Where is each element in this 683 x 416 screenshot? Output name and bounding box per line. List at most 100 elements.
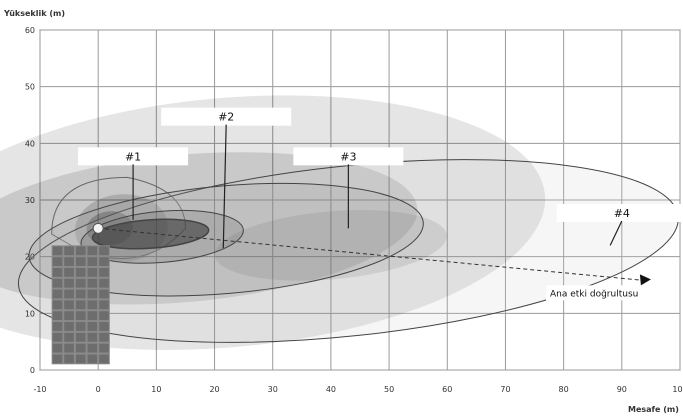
x-tick-label: 10 (151, 385, 161, 394)
building-window (52, 257, 63, 266)
building-window (87, 322, 98, 331)
y-tick-label: 40 (25, 139, 35, 148)
building-window (64, 354, 74, 364)
building-window (99, 311, 109, 321)
building-window (99, 257, 109, 266)
building-window (87, 257, 98, 266)
building-window (75, 257, 86, 266)
zone-label-box (78, 147, 189, 166)
building-window (64, 322, 74, 331)
y-tick-label: 30 (25, 196, 35, 205)
building-window (75, 246, 86, 256)
near-source-outline (51, 176, 186, 260)
annotations: Ana etki doğrultusu #1 #2 #3 #4 (78, 107, 683, 301)
building-window (52, 300, 63, 310)
x-tick-label: 100 (672, 385, 683, 394)
x-tick-label: 70 (500, 385, 510, 394)
building-window (64, 311, 74, 321)
grid: -10 0 10 20 30 40 50 60 70 80 90 100 0 10 20 30 40 50 60 (25, 26, 683, 394)
building-window (87, 246, 98, 256)
zone-leader-line (222, 124, 227, 249)
building-window (75, 322, 86, 331)
building-window (87, 289, 98, 299)
building-window (99, 289, 109, 299)
building-window (87, 267, 98, 277)
building-window (52, 289, 63, 299)
building-window (87, 300, 98, 310)
x-tick-label: 40 (326, 385, 336, 394)
x-tick-label: 80 (559, 385, 569, 394)
building-window (75, 267, 86, 277)
y-tick-label: 0 (30, 366, 35, 375)
building-window (75, 332, 86, 342)
building-window (52, 246, 63, 256)
building-window (52, 267, 63, 277)
building-window (52, 322, 63, 331)
building-window (75, 278, 86, 288)
source-point (92, 222, 104, 234)
building-window (99, 278, 109, 288)
building-window (64, 246, 74, 256)
building-window (99, 300, 109, 310)
building-window (52, 311, 63, 321)
y-tick-label: 10 (25, 309, 35, 318)
x-tick-label: 60 (442, 385, 452, 394)
building-window (75, 289, 86, 299)
x-axis-title: Mesafe (m) (628, 405, 679, 414)
building-window (75, 343, 86, 353)
direction-label-box (546, 285, 660, 301)
building-window (75, 354, 86, 364)
building-window (52, 354, 63, 364)
building-window (87, 311, 98, 321)
building-window (99, 343, 109, 353)
x-tick-label: 20 (209, 385, 219, 394)
x-tick-label: 90 (617, 385, 627, 394)
direction-line (98, 227, 643, 281)
building-window (52, 278, 63, 288)
building-window (87, 354, 98, 364)
zone-label: #3 (340, 150, 356, 163)
zone-label: #2 (218, 111, 234, 124)
zone-outlines (17, 159, 679, 343)
building-window (87, 343, 98, 353)
y-tick-label: 20 (25, 253, 35, 262)
y-axis-title: Yükseklik (m) (3, 9, 65, 18)
building-window (99, 332, 109, 342)
shade-layer (214, 209, 447, 281)
building (51, 245, 110, 365)
zone-label-box (161, 107, 292, 126)
building-window (64, 300, 74, 310)
direction-arrowhead (639, 274, 651, 286)
building-window (64, 267, 74, 277)
building-window (64, 332, 74, 342)
building-window (64, 343, 74, 353)
building-window (75, 300, 86, 310)
building-window (75, 311, 86, 321)
building-window (99, 322, 109, 331)
zone-leader-line (609, 220, 623, 246)
x-tick-label: 50 (384, 385, 394, 394)
building-window (87, 332, 98, 342)
direction-label: Ana etki doğrultusu (550, 289, 638, 299)
building-window (99, 246, 109, 256)
x-tick-label: -10 (33, 385, 46, 394)
building-window (99, 354, 109, 364)
zone-label: #1 (125, 150, 141, 163)
zone-label-box (556, 204, 683, 222)
zone-ellipse (28, 182, 424, 297)
x-tick-label: 30 (268, 385, 278, 394)
building-window (99, 267, 109, 277)
y-tick-label: 50 (25, 83, 35, 92)
building-window (52, 332, 63, 342)
building-window (64, 257, 74, 266)
building-window (64, 289, 74, 299)
building-window (64, 278, 74, 288)
zone-ellipse (91, 218, 210, 250)
zone-label: #4 (614, 207, 630, 220)
zone-label-box (293, 147, 404, 166)
building-window (87, 278, 98, 288)
building-window (52, 343, 63, 353)
x-tick-label: 0 (96, 385, 101, 394)
y-tick-label: 60 (25, 26, 35, 35)
